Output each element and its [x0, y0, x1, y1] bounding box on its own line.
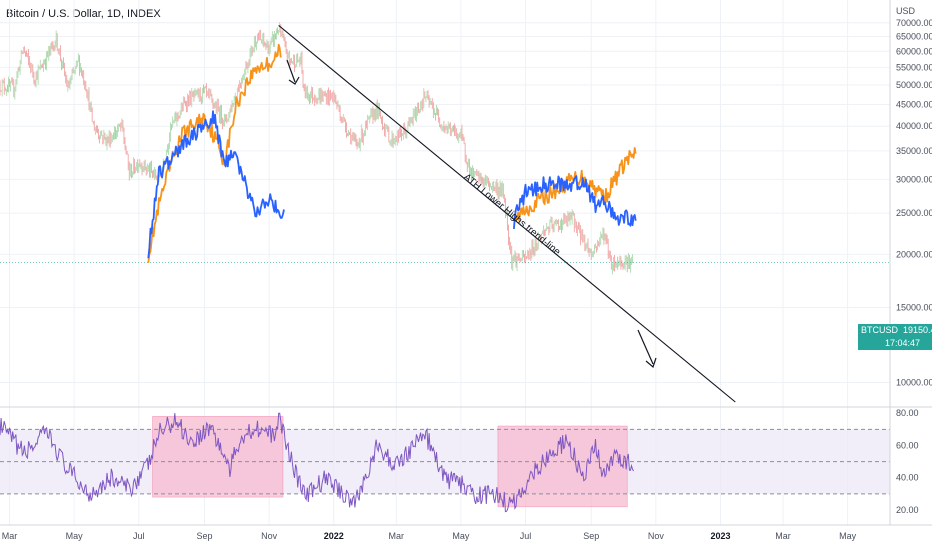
- time-tick-label: Mar: [775, 531, 791, 541]
- price-tick-label: 35000.00: [896, 146, 932, 156]
- arrow-down-icon: [637, 329, 654, 365]
- price-tick-label: 20000.00: [896, 249, 932, 259]
- countdown-badge: 17:04:47: [858, 337, 932, 350]
- annotations: ATH Lower Highs trend-line: [0, 24, 890, 403]
- symbol-label: BTCUSD: [861, 325, 899, 335]
- price-tick-label: 10000.00: [896, 378, 932, 388]
- time-tick-label: Jul: [520, 531, 532, 541]
- time-tick-label: Nov: [648, 531, 665, 541]
- rsi-highlight-box: [152, 416, 284, 498]
- candles: [0, 22, 633, 275]
- price-tick-label: 55000.00: [896, 62, 932, 72]
- time-tick-label: Sep: [196, 531, 212, 541]
- price-tick-label: 30000.00: [896, 174, 932, 184]
- time-tick-label: May: [452, 531, 470, 541]
- time-tick-label: 2023: [710, 531, 730, 541]
- fractal-overlays: [147, 43, 637, 263]
- trend-line-label: ATH Lower Highs trend-line: [461, 172, 563, 258]
- arrow-head-icon: [645, 357, 657, 369]
- rsi-background: [0, 416, 890, 508]
- time-tick-label: Mar: [389, 531, 405, 541]
- price-tick-label: 70000.00: [896, 18, 932, 28]
- chart-title: Bitcoin / U.S. Dollar, 1D, INDEX: [6, 8, 161, 20]
- arrow-down-icon: [286, 59, 296, 83]
- rsi-tick-label: 40.00: [896, 473, 919, 483]
- rsi-tick-label: 80.00: [896, 408, 919, 418]
- price-tick-label: 40000.00: [896, 121, 932, 131]
- price-tick-label: 50000.00: [896, 80, 932, 90]
- rsi-line: [0, 412, 635, 513]
- time-tick-label: 2022: [324, 531, 344, 541]
- time-tick-label: Mar: [2, 531, 18, 541]
- arrow-head-icon: [288, 76, 300, 85]
- rsi-tick-label: 60.00: [896, 440, 919, 450]
- bar-countdown: 17:04:47: [885, 338, 921, 348]
- price-tick-label: 65000.00: [896, 31, 932, 41]
- last-price: 19150.45: [903, 325, 932, 335]
- time-tick-label: Jul: [133, 531, 145, 541]
- rsi-pane: [0, 412, 635, 513]
- time-tick-label: Nov: [261, 531, 278, 541]
- blue-fractal-line: [147, 110, 285, 259]
- time-tick-label: Sep: [583, 531, 599, 541]
- trend-line: [278, 24, 736, 403]
- currency-label: USD: [896, 6, 916, 16]
- orange-fractal-line: [513, 146, 637, 222]
- time-tick-label: May: [66, 531, 84, 541]
- price-tick-label: 25000.00: [896, 208, 932, 218]
- blue-fractal-line: [513, 175, 637, 229]
- symbol-price-badge: BTCUSD 19150.45: [858, 324, 932, 337]
- rsi-tick-label: 20.00: [896, 505, 919, 515]
- time-tick-label: May: [839, 531, 857, 541]
- price-tick-label: 45000.00: [896, 99, 932, 109]
- price-tick-label: 60000.00: [896, 46, 932, 56]
- price-tick-label: 15000.00: [896, 303, 932, 313]
